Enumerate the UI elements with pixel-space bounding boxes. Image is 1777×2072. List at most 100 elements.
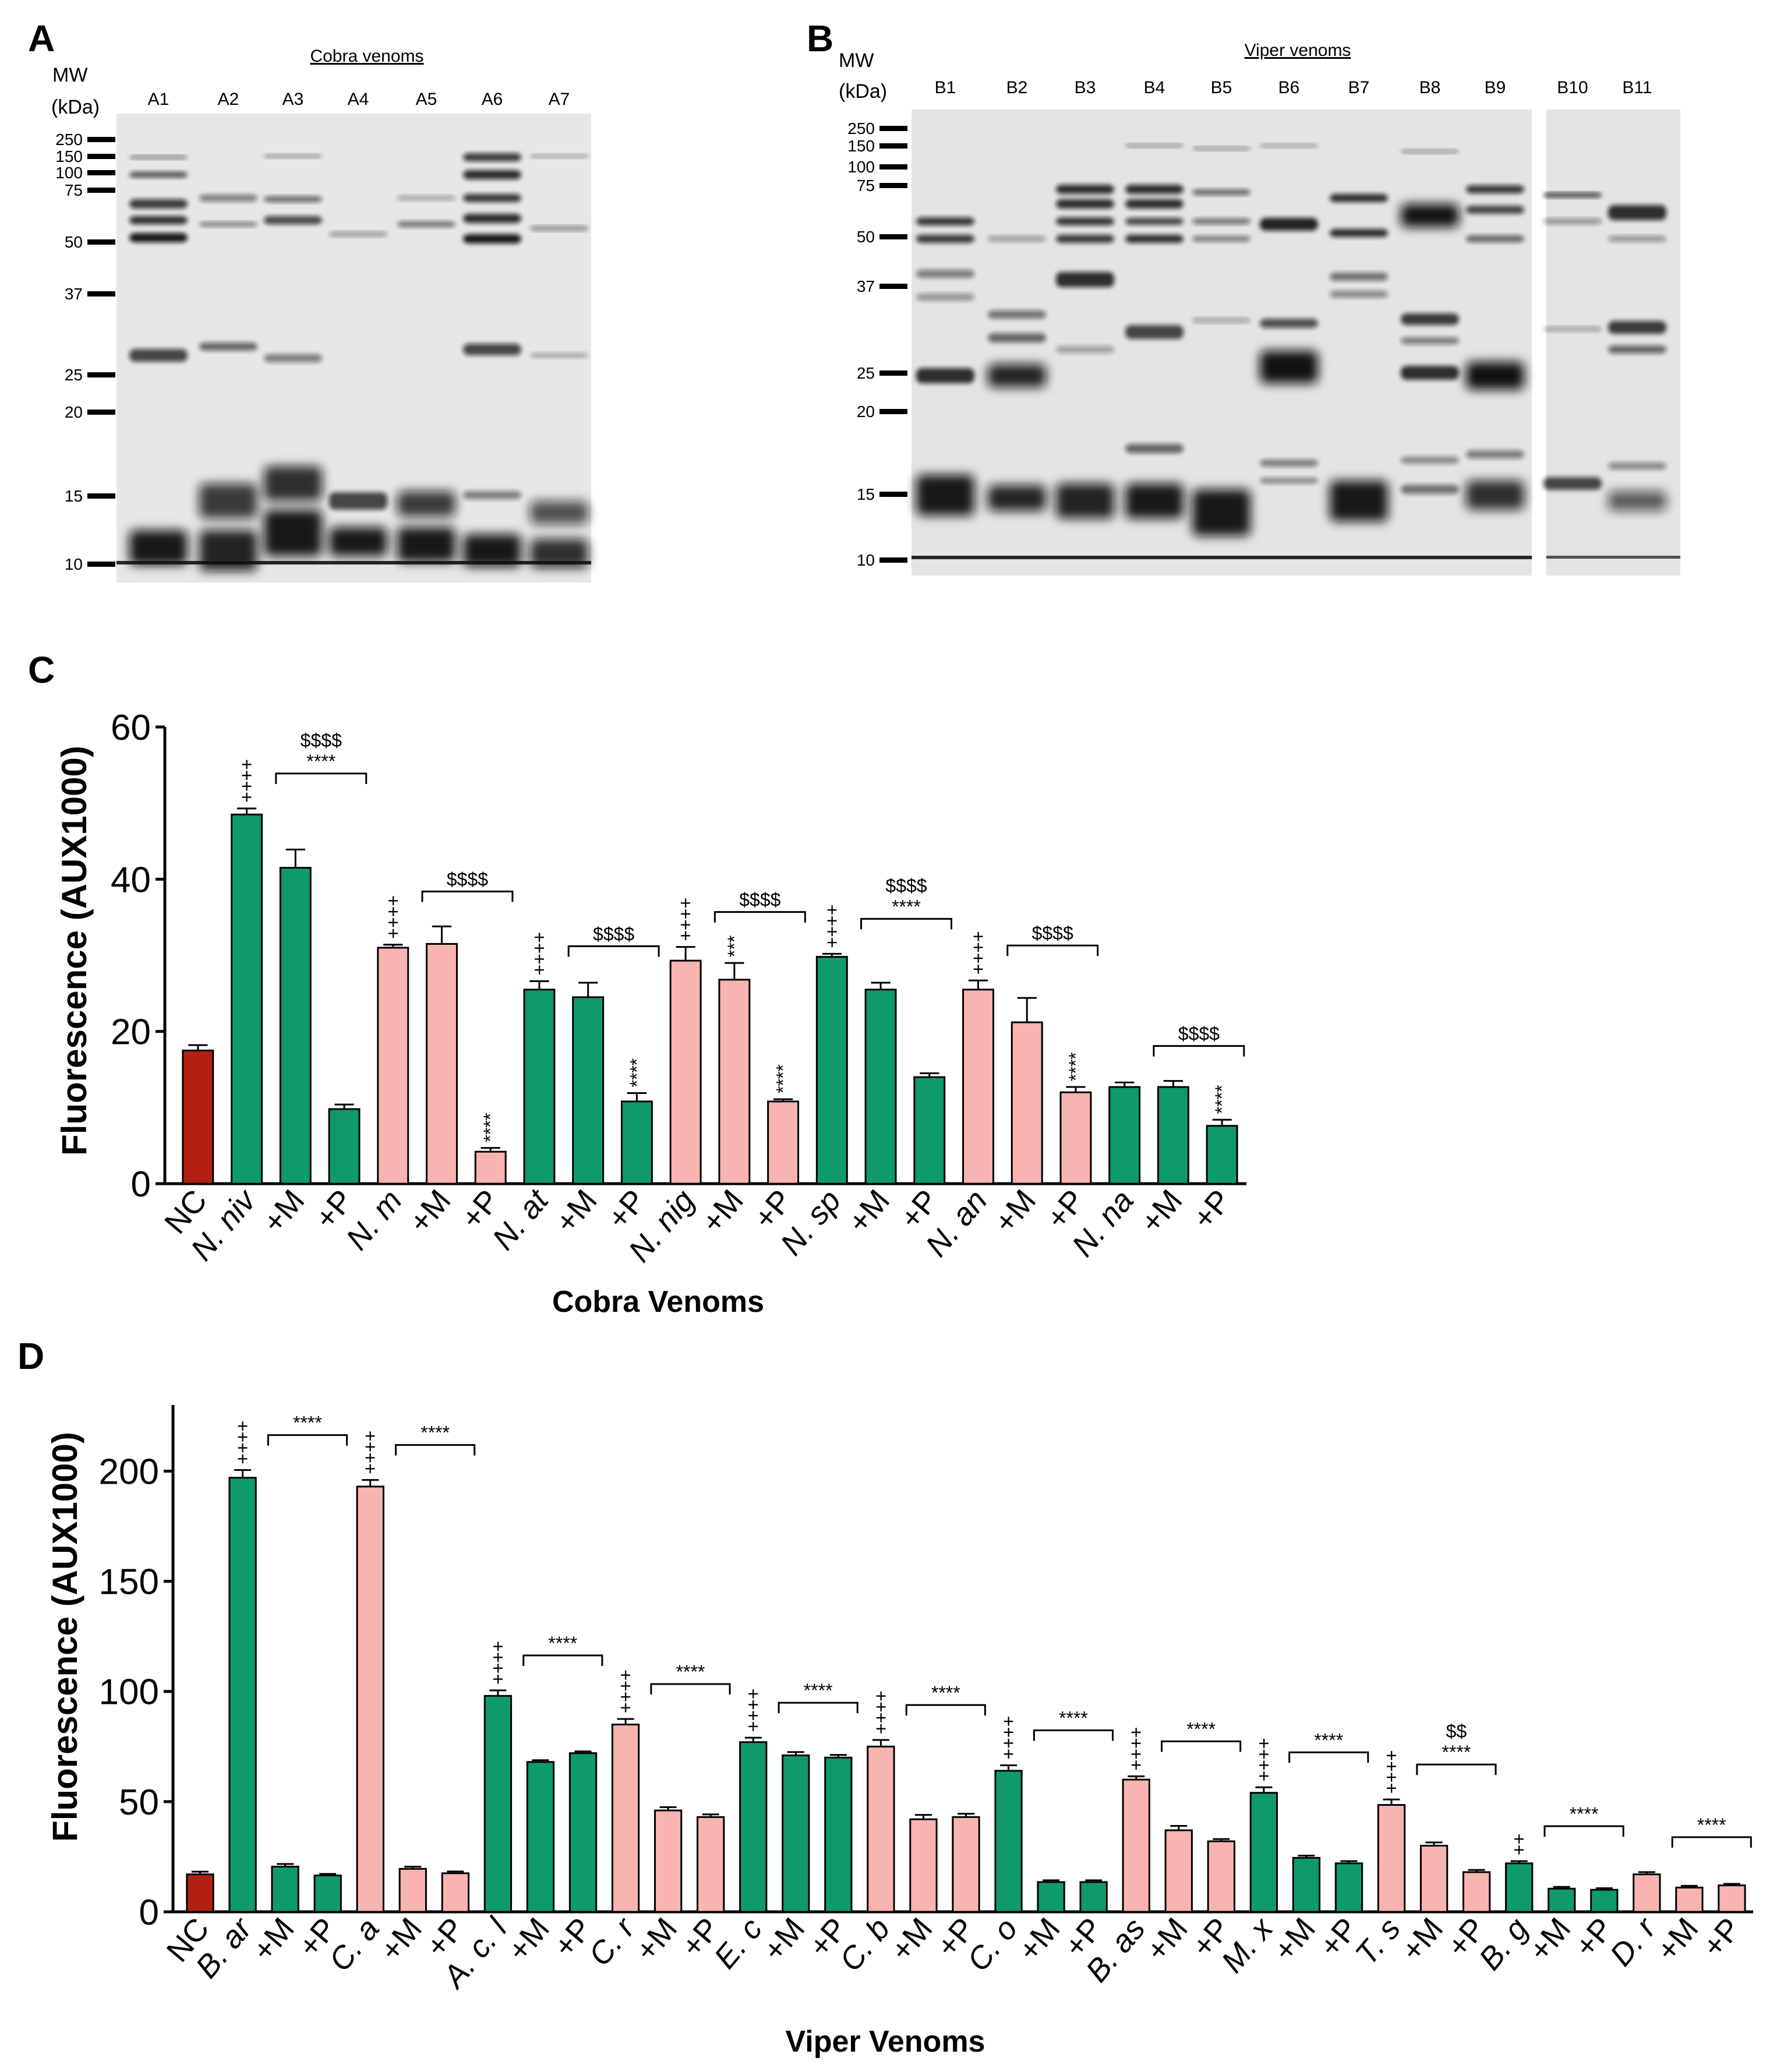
- gel-b-band: [1401, 337, 1459, 344]
- chart-viper: Fluorescence (AUX1000) Viper Venoms 0 50 1…: [45, 1405, 1753, 2059]
- chart-cobra-bar: [426, 943, 458, 1185]
- gel-b-band: [916, 475, 974, 516]
- chart-viper-bar: [782, 1754, 810, 1913]
- gel-b-band: [1125, 218, 1184, 225]
- gel-b-band: [1608, 236, 1666, 242]
- gelB-lane-label: B9: [1485, 78, 1506, 97]
- gel-b-band: [1125, 325, 1184, 339]
- gel-b-band: [1330, 194, 1388, 202]
- gelB-lane-label: B11: [1622, 78, 1652, 97]
- chart-cobra-comparison-bracket: [713, 911, 806, 923]
- gel-a-band: [463, 491, 521, 499]
- gelB-lane-label: B4: [1144, 78, 1165, 97]
- chart-viper-comparison-bracket: [905, 1704, 986, 1716]
- chart-viper-bar: [653, 1809, 683, 1913]
- chart-viper-comparison-bracket: [1671, 1836, 1752, 1848]
- chart-viper-bar: [1164, 1829, 1193, 1913]
- gel-b-band: [916, 368, 974, 383]
- gelB-lane-label: B10: [1557, 78, 1588, 97]
- gelA-marker-tick: [87, 188, 115, 193]
- gelB-marker-label: 20: [857, 403, 875, 421]
- gelB-marker-label: 10: [857, 551, 875, 569]
- gel-a-band: [397, 196, 455, 200]
- gel-b-dye-front: [912, 556, 1532, 559]
- gelA-marker-tick: [87, 170, 115, 175]
- chart-cobra-bar: [767, 1100, 800, 1185]
- chart-cobra-comparison-label: $$$$: [301, 730, 342, 751]
- gelA-lane-label: A6: [482, 90, 503, 109]
- chart-cobra-comparison-label: $$$$: [593, 923, 634, 944]
- chart-cobra-xlabel: Cobra Venoms: [552, 1285, 764, 1319]
- gel-b-band: [1401, 204, 1459, 227]
- gelA-marker-tick: [87, 239, 115, 245]
- gel-b-dye-front-side: [1546, 556, 1680, 559]
- gelB-marker-tick: [879, 143, 907, 149]
- gel-b-band: [1330, 273, 1388, 281]
- chart-cobra-comparison-label: $$$$: [885, 875, 927, 896]
- chart-cobra-y-tick-label: 40: [111, 860, 151, 900]
- gel-a-band: [199, 343, 257, 351]
- gelA-marker-tick: [87, 562, 115, 567]
- chart-viper-comparison-label: ****: [1570, 1803, 1599, 1824]
- gel-a-band: [463, 214, 521, 223]
- gelA-marker-label: 10: [65, 555, 83, 573]
- gel-b-band: [1192, 489, 1250, 536]
- gel-a-band: [463, 194, 521, 202]
- gel-b-band: [1401, 485, 1459, 494]
- gelB-marker-label: 100: [847, 158, 875, 176]
- chart-cobra-significance-mark: ****: [626, 1058, 647, 1088]
- gelB-lane-label: B2: [1006, 78, 1028, 97]
- chart-viper-bar: [1462, 1871, 1491, 1913]
- panel-label-a: A: [28, 17, 55, 59]
- chart-cobra-category-label: +M: [695, 1183, 750, 1240]
- gel-a-lane-labels: A1 A2 A3 A4 A5 A6 A7: [148, 90, 570, 109]
- gel-a-band: [129, 216, 188, 224]
- chart-viper-y-tick-label: 200: [99, 1452, 159, 1492]
- chart-viper-significance-mark: ++++: [1381, 1750, 1402, 1794]
- gelB-marker-tick: [879, 234, 907, 239]
- chart-viper-comparison-label: ****: [1059, 1707, 1088, 1728]
- gel-b-band: [1608, 463, 1666, 470]
- gel-a-band: [329, 492, 387, 510]
- gel-b-band: [1260, 218, 1318, 231]
- gel-b-band: [1192, 189, 1250, 195]
- gelB-marker-label: 25: [857, 364, 875, 382]
- chart-cobra-significance-mark: ++++: [968, 931, 989, 975]
- gel-a-band: [129, 156, 188, 159]
- chart-cobra-comparison-label: ****: [306, 751, 335, 772]
- gel-a-band: [463, 170, 521, 179]
- chart-viper-significance-mark: ++++: [870, 1690, 891, 1734]
- panel-label-b: B: [807, 17, 833, 59]
- gel-a-band: [329, 232, 387, 237]
- chart-viper-comparison-bracket: [1416, 1763, 1497, 1776]
- gel-b-band: [988, 310, 1046, 319]
- chart-viper-bar: [1334, 1862, 1363, 1913]
- gel-a-band: [530, 501, 588, 524]
- chart-cobra-significance-mark: ****: [1211, 1085, 1232, 1114]
- chart-viper-comparison-label: ****: [804, 1680, 833, 1701]
- chart-viper-comparison-label: ****: [931, 1682, 960, 1703]
- gelA-lane-label: A2: [218, 90, 239, 109]
- chart-viper-comparison-bracket: [1161, 1740, 1242, 1752]
- chart-viper-significance-mark: ++++: [615, 1669, 636, 1713]
- gelB-marker-tick: [879, 370, 907, 376]
- chart-cobra-bar: [669, 959, 702, 1185]
- gel-b-band: [1543, 218, 1602, 224]
- chart-viper-comparison-label: ****: [548, 1633, 577, 1654]
- chart-viper-bar: [228, 1477, 257, 1913]
- chart-viper-bar: [398, 1868, 427, 1913]
- chart-viper-bar: [271, 1865, 299, 1913]
- gel-b-band: [1125, 199, 1184, 209]
- chart-cobra-bar: [328, 1108, 361, 1185]
- chart-viper-comparison-bracket: [1543, 1825, 1624, 1837]
- chart-viper-y-tick-label: 50: [119, 1782, 159, 1823]
- chart-cobra-bar: [620, 1100, 653, 1185]
- chart-cobra-bar: [474, 1150, 507, 1185]
- gel-b-band: [1608, 321, 1666, 334]
- chart-viper-comparison-label: ****: [1186, 1718, 1216, 1739]
- chart-viper-bar: [1122, 1778, 1150, 1913]
- gel-a-band: [129, 530, 188, 565]
- gel-b: Viper venoms MW (kDa) B1 B2 B3 B4 B5 B6 B7 B8 B9…: [839, 41, 1680, 576]
